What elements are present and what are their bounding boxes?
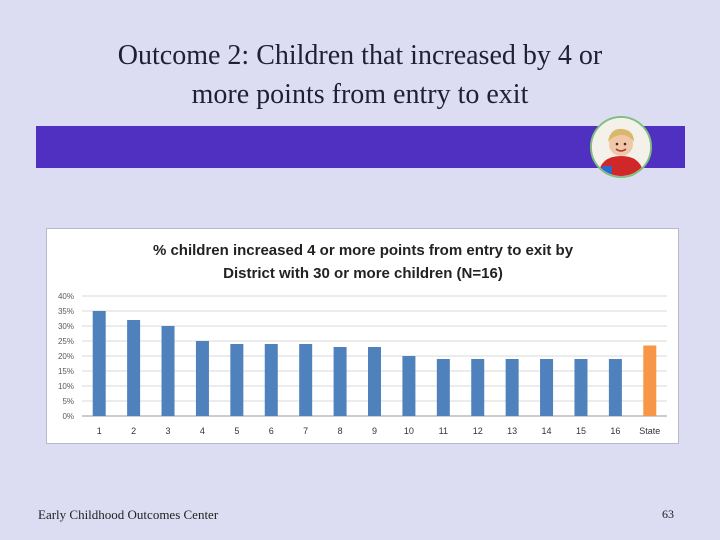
bar-16 — [608, 359, 622, 416]
y-tick-label: 10% — [58, 382, 74, 391]
x-tick-label: 9 — [372, 426, 377, 436]
footer-organization: Early Childhood Outcomes Center — [38, 507, 219, 522]
y-tick-label: 20% — [58, 352, 74, 361]
page-number: 63 — [662, 507, 674, 521]
y-tick-label: 25% — [58, 337, 74, 346]
x-tick-label: 12 — [473, 426, 483, 436]
x-tick-label: 14 — [542, 426, 552, 436]
bar-13 — [505, 359, 519, 416]
bar-1 — [92, 311, 106, 416]
x-tick-label: 7 — [303, 426, 308, 436]
x-tick-label: 2 — [131, 426, 136, 436]
bars — [92, 311, 657, 416]
bar-9 — [368, 347, 381, 416]
x-tick-label: 1 — [97, 426, 102, 436]
bar-6 — [264, 344, 278, 416]
y-axis: 0% 5% 10% 15% 20% 25% 30% 35% 40% — [58, 292, 74, 421]
x-tick-label: 5 — [234, 426, 239, 436]
bar-2 — [127, 320, 141, 416]
x-tick-label: 10 — [404, 426, 414, 436]
bar-15 — [574, 359, 588, 416]
x-tick-label: 15 — [576, 426, 586, 436]
title-band — [36, 126, 685, 168]
bar-12 — [471, 359, 485, 416]
bar-10 — [402, 356, 416, 416]
slide-title-line-2: more points from entry to exit — [191, 79, 529, 110]
child-photo-icon — [590, 116, 652, 178]
chart-title-line-1: % children increased 4 or more points fr… — [153, 242, 574, 259]
y-tick-label: 30% — [58, 322, 74, 331]
bar-3 — [161, 326, 175, 416]
y-tick-label: 15% — [58, 367, 74, 376]
x-tick-label: State — [639, 426, 660, 436]
y-tick-label: 5% — [62, 397, 74, 406]
y-tick-label: 0% — [62, 412, 74, 421]
x-tick-label: 16 — [610, 426, 620, 436]
y-tick-label: 40% — [58, 292, 74, 301]
x-tick-label: 4 — [200, 426, 205, 436]
bar-7 — [299, 344, 313, 416]
x-tick-label: 6 — [269, 426, 274, 436]
bar-11 — [436, 359, 450, 416]
bar-5 — [230, 344, 244, 416]
x-tick-label: 11 — [439, 426, 448, 436]
slide-title: Outcome 2: Children that increased by 4 … — [20, 36, 700, 114]
bar-chart: % children increased 4 or more points fr… — [58, 242, 667, 436]
bar-14 — [540, 359, 554, 416]
bar-8 — [333, 347, 347, 416]
chart-panel: % children increased 4 or more points fr… — [46, 228, 679, 444]
chart-title-line-2: District with 30 or more children (N=16) — [223, 265, 503, 282]
y-tick-label: 35% — [58, 307, 74, 316]
bar-4 — [195, 341, 209, 416]
bar-state — [643, 345, 657, 416]
x-axis: 1 2 3 4 5 6 7 8 9 10 11 12 13 14 15 16 State — [97, 426, 661, 436]
x-tick-label: 8 — [338, 426, 343, 436]
slide-title-line-1: Outcome 2: Children that increased by 4 … — [117, 40, 603, 71]
x-tick-label: 13 — [507, 426, 517, 436]
x-tick-label: 3 — [166, 426, 171, 436]
